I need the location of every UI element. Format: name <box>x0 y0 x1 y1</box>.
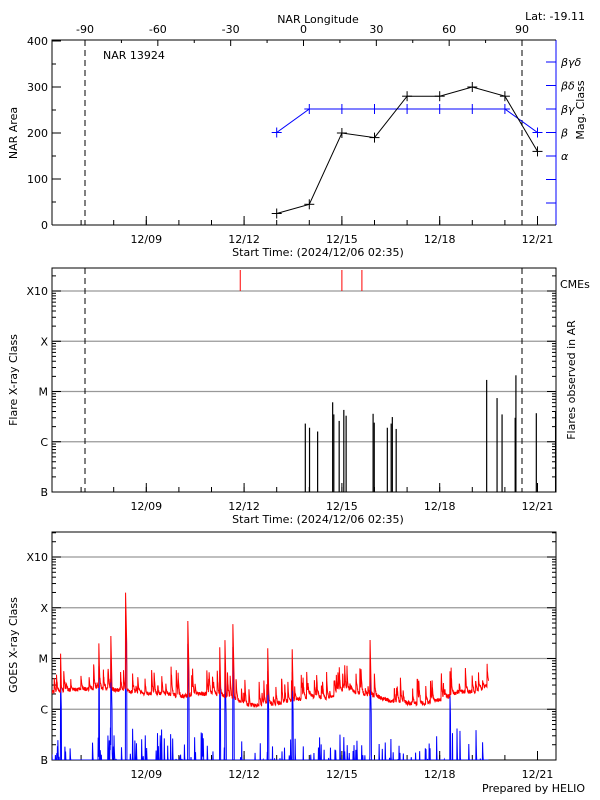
x-tick-label: 12/15 <box>326 233 358 246</box>
nar-area-point <box>336 128 347 138</box>
mag-class-point <box>304 104 315 114</box>
y-tick-label: M <box>39 386 49 399</box>
y2-axis-title: Flares observed in AR <box>565 320 578 440</box>
y-tick-label: 200 <box>27 127 48 140</box>
y-tick-label: C <box>40 436 48 449</box>
x-axis-title: Start Time: (2024/12/06 02:35) <box>232 246 404 259</box>
y-tick-label: X <box>40 335 48 348</box>
y-axis-title: GOES X-ray Class <box>7 597 20 693</box>
nar-area-point <box>402 91 413 102</box>
x-tick-label: 12/21 <box>522 768 554 781</box>
mag-class-point <box>499 104 510 114</box>
mag-class-point <box>467 104 478 114</box>
y-tick-label: 100 <box>27 173 48 186</box>
top-tick-label: 0 <box>300 23 307 36</box>
plot-frame-goes <box>51 531 557 761</box>
mag-class-label: βδ <box>560 80 575 93</box>
x-axis-title: Start Time: (2024/12/06 02:35) <box>232 513 404 526</box>
y-tick-label: X <box>40 602 48 615</box>
nar-area-point <box>467 82 478 92</box>
region-title: NAR 13924 <box>103 49 165 62</box>
mag-class-point <box>271 127 282 138</box>
y-tick-label: 400 <box>27 35 48 48</box>
nar-area-point <box>271 208 282 219</box>
y-tick-label: B <box>40 754 48 767</box>
x-tick-label: 12/12 <box>228 768 260 781</box>
nar-area-point <box>532 146 543 157</box>
x-tick-label: 12/12 <box>228 500 260 513</box>
cme-legend-label: CMEs <box>560 278 590 291</box>
nar-area-point <box>369 132 380 143</box>
y-tick-label: X10 <box>26 285 48 298</box>
nar-area-point <box>304 199 315 210</box>
x-tick-label: 12/09 <box>130 768 162 781</box>
x-tick-label: 12/18 <box>424 500 456 513</box>
top-tick-label: -30 <box>222 23 240 36</box>
mag-class-point <box>434 104 445 114</box>
y-axis-title: NAR Area <box>7 107 20 159</box>
top-tick-label: -60 <box>149 23 167 36</box>
y-tick-label: C <box>40 703 48 716</box>
mag-class-label: α <box>561 150 569 163</box>
latitude-label: Lat: -19.11 <box>525 10 585 23</box>
nar-area-point <box>499 91 510 102</box>
top-tick-label: 30 <box>369 23 383 36</box>
x-tick-label: 12/09 <box>130 500 162 513</box>
top-tick-label: 60 <box>442 23 456 36</box>
top-axis-title: NAR Longitude <box>277 13 359 26</box>
x-tick-label: 12/21 <box>522 500 554 513</box>
mag-class-point <box>336 104 347 114</box>
nar-area-point <box>434 91 445 102</box>
y-tick-label: M <box>39 653 49 666</box>
x-tick-label: 12/18 <box>424 768 456 781</box>
top-tick-label: 90 <box>515 23 529 36</box>
mag-class-point <box>402 104 413 114</box>
x-tick-label: 12/18 <box>424 233 456 246</box>
y-tick-label: X10 <box>26 551 48 564</box>
top-tick-label: -90 <box>76 23 94 36</box>
y-tick-label: 300 <box>27 81 48 94</box>
mag-class-point <box>532 127 543 138</box>
x-tick-label: 12/15 <box>326 500 358 513</box>
x-tick-label: 12/21 <box>522 233 554 246</box>
goes-short-channel-line <box>52 615 489 760</box>
y-tick-label: B <box>40 486 48 499</box>
plot-frame-flares <box>51 267 557 493</box>
y-tick-label: 0 <box>41 219 48 232</box>
mag-class-label: β <box>560 127 568 140</box>
x-tick-label: 12/12 <box>228 233 260 246</box>
y-axis-title: Flare X-ray Class <box>7 334 20 426</box>
mag-class-label: βγδ <box>560 56 582 69</box>
mag-class-point <box>369 104 380 114</box>
y2-axis-title: Mag. Class <box>574 80 587 139</box>
credit-label: Prepared by HELIO <box>482 782 585 795</box>
mag-class-label: βγ <box>560 103 575 116</box>
goes-long-channel-line <box>52 592 489 709</box>
plot-frame-area <box>51 39 556 225</box>
x-tick-label: 12/09 <box>130 233 162 246</box>
x-tick-label: 12/15 <box>326 768 358 781</box>
